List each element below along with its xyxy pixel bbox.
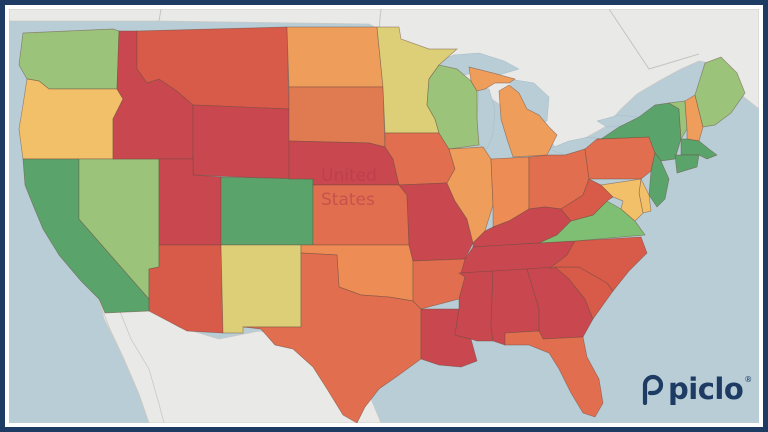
state-wisconsin[interactable] (426, 64, 480, 150)
logo-registered-mark: ® (744, 375, 753, 384)
canada-province-line-2 (378, 9, 382, 30)
state-oregon[interactable] (18, 78, 124, 160)
country-label-line2: States (321, 190, 375, 210)
state-florida[interactable] (504, 330, 604, 418)
piclo-logo-icon (642, 374, 664, 405)
state-maryland[interactable] (600, 178, 644, 222)
state-michigan[interactable] (468, 66, 558, 158)
state-colorado[interactable] (220, 176, 314, 246)
state-texas[interactable] (242, 252, 422, 423)
country-label-line1: United (321, 166, 377, 186)
canada-province-line-1 (158, 9, 162, 22)
state-new-jersey[interactable] (648, 152, 670, 208)
canada-province-line-3 (608, 9, 700, 70)
state-pennsylvania[interactable] (584, 136, 656, 180)
baja-land (98, 290, 165, 423)
state-south-dakota[interactable] (288, 86, 386, 148)
state-north-dakota[interactable] (286, 26, 384, 88)
logo-wordmark: piclo (668, 371, 744, 406)
piclo-logo: piclo ® (641, 373, 752, 405)
state-north-carolina[interactable] (548, 236, 648, 292)
state-wyoming[interactable] (192, 104, 290, 180)
state-arkansas[interactable] (412, 258, 466, 310)
states-layer (18, 26, 746, 423)
state-connecticut[interactable] (674, 154, 700, 174)
state-maine[interactable] (694, 56, 746, 128)
us-choropleth-map[interactable]: United States (9, 9, 759, 423)
map-viewport[interactable]: United States piclo ® (9, 9, 759, 423)
state-vermont[interactable] (667, 100, 688, 141)
state-new-mexico[interactable] (220, 244, 302, 334)
